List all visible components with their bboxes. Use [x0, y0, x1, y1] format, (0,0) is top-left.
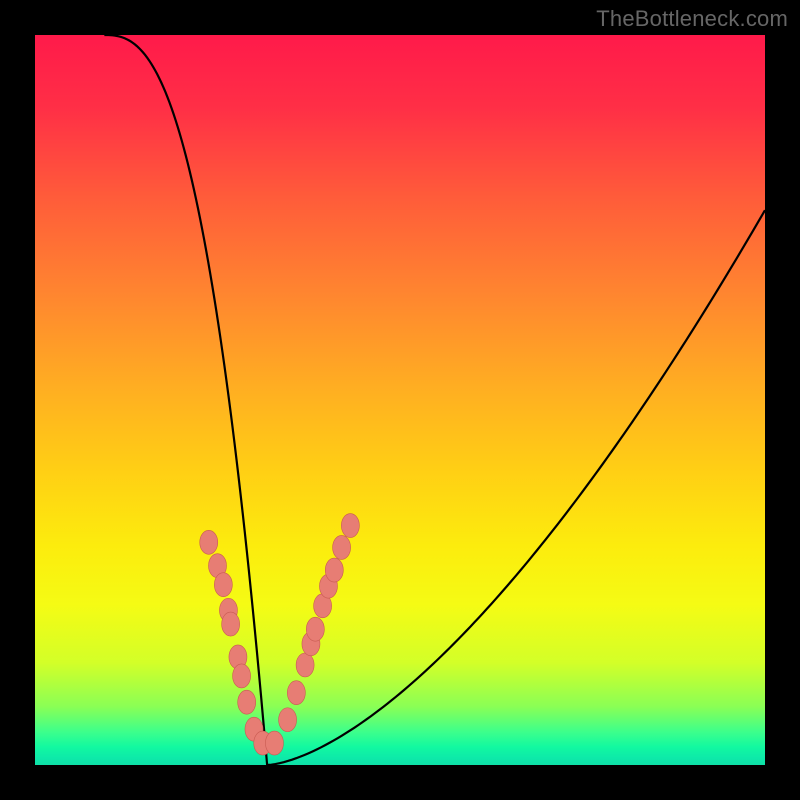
- chart-container: TheBottleneck.com: [0, 0, 800, 800]
- data-point: [279, 708, 297, 732]
- watermark-text: TheBottleneck.com: [596, 6, 788, 32]
- data-point: [287, 681, 305, 705]
- data-point: [325, 558, 343, 582]
- chart-svg: [0, 0, 800, 800]
- data-point: [200, 530, 218, 554]
- data-point: [341, 514, 359, 538]
- data-point: [333, 535, 351, 559]
- data-point: [222, 612, 240, 636]
- data-point: [233, 664, 251, 688]
- data-point: [214, 573, 232, 597]
- data-point: [265, 731, 283, 755]
- data-point: [296, 653, 314, 677]
- plot-area: [35, 35, 765, 765]
- data-point: [306, 617, 324, 641]
- data-point: [238, 690, 256, 714]
